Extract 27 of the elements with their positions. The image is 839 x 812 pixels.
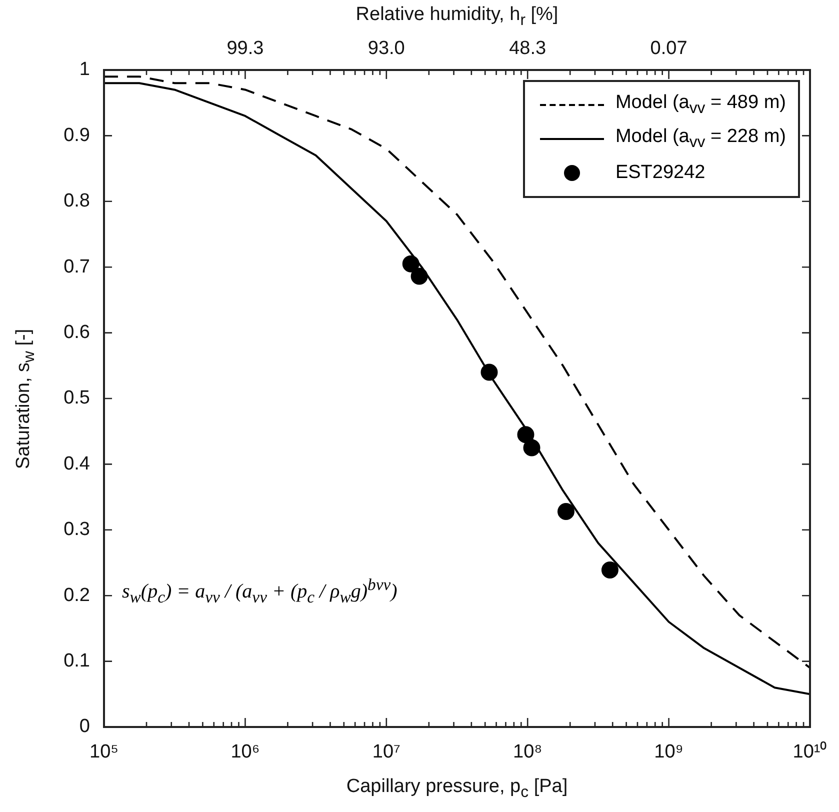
legend-label: Model (a$_{vv}$ = 489 m) (615, 92, 786, 118)
annotation: 0.07 (650, 38, 688, 60)
y-tick-label: 0.8 (64, 190, 90, 212)
legend-label: Model (a$_{vv}$ = 228 m) (615, 126, 786, 152)
x-tick-label: 10⁸ (513, 742, 542, 763)
annotation: 48.3 (509, 38, 546, 60)
x-axis-title: Capillary pressure, p$_{c}$ [Pa] (346, 776, 568, 802)
y-tick-label: 0.4 (64, 453, 90, 474)
y-tick-label: 0.3 (64, 519, 90, 540)
y-tick-label: 0.1 (64, 650, 90, 672)
x-tick-label: 10⁷ (372, 742, 401, 763)
y-tick-label: 0.9 (64, 124, 90, 146)
y-tick-label: 1 (79, 59, 90, 80)
x-tick-label: 10⁶ (230, 742, 260, 763)
x2-axis-title: Relative humidity, h$_{r}$ [%] (356, 4, 558, 30)
text: s$_{w}$(p$_{c}$) = a$_{vv}$ / (a$_{vv}$ + (p$_{c}$ / ρ$_{w}$g)$^{bvv}$) (122, 575, 398, 607)
y-tick-label: 0.6 (64, 322, 90, 344)
y-tick-label: 0 (79, 716, 90, 738)
legend-label: EST29242 (615, 162, 706, 184)
y-tick-label: 0.2 (64, 584, 90, 606)
x-tick-label: 10⁵ (89, 742, 119, 763)
x-tick-label: 10⁹ (654, 742, 684, 763)
annotation: 93.0 (368, 38, 405, 60)
annotation: 99.3 (226, 38, 264, 60)
y-tick-label: 0.7 (64, 256, 90, 278)
x-tick-label: 10¹⁰ (792, 740, 828, 763)
y-tick-label: 0.5 (64, 388, 90, 409)
